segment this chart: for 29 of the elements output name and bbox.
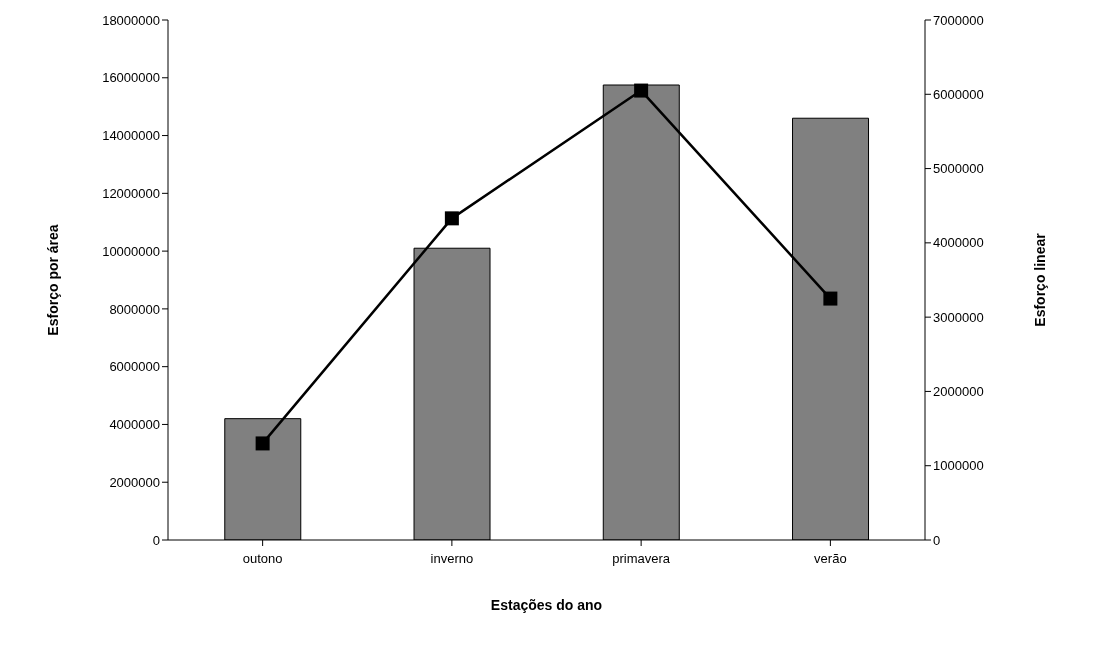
y2-tick-label: 6000000 (933, 86, 984, 102)
y-tick-label: 2000000 (109, 474, 160, 490)
y2-tick-label: 4000000 (933, 235, 984, 251)
y2-tick-label: 0 (933, 532, 941, 548)
y2-tick-label: 7000000 (933, 12, 984, 28)
x-axis-title: Estações do ano (490, 597, 603, 613)
y2-axis-title: Esforço linear (1031, 232, 1048, 327)
y2-tick-label: 3000000 (933, 309, 984, 325)
point (444, 211, 459, 226)
x-tick-label: primavera (612, 551, 671, 567)
y-tick-label: 0 (152, 532, 160, 548)
y-tick-label: 4000000 (109, 417, 160, 433)
y-tick-label: 14000000 (102, 128, 160, 144)
y-axis-title: Esforço por área (44, 224, 61, 336)
y-tick-label: 10000000 (102, 243, 160, 259)
y-tick-label: 6000000 (109, 359, 160, 375)
y-tick-label: 8000000 (109, 301, 160, 317)
y-tick-label: 12000000 (102, 185, 160, 201)
point (634, 83, 649, 98)
y2-tick-label: 1000000 (933, 458, 984, 474)
y2-tick-label: 5000000 (933, 161, 984, 177)
x-tick-label: inverno (430, 551, 474, 567)
y-tick-label: 18000000 (102, 12, 160, 28)
x-tick-label: verão (814, 551, 847, 567)
y-tick-label: 16000000 (102, 70, 160, 86)
point (823, 291, 838, 306)
x-tick-label: outono (242, 551, 283, 567)
y2-tick-label: 2000000 (933, 384, 984, 400)
point (255, 436, 270, 451)
